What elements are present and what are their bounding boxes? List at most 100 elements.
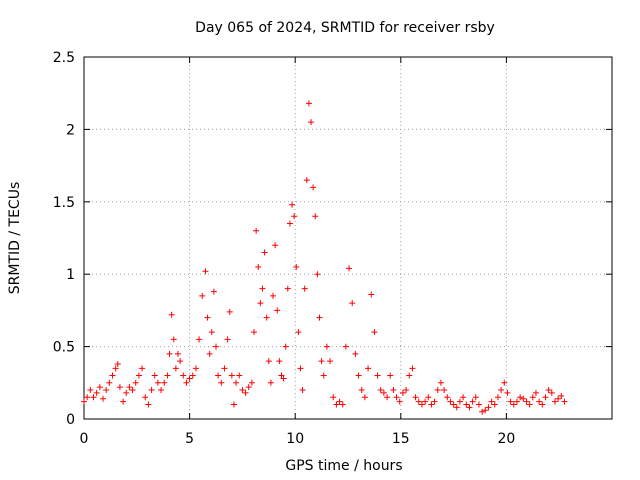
data-point [526, 401, 533, 408]
data-point [265, 358, 272, 365]
data-point [248, 379, 255, 386]
chart-title: Day 065 of 2024, SRMTID for receiver rsb… [195, 20, 495, 36]
data-point [196, 336, 203, 343]
y-axis-ticks: 0 0.5 1 1.5 2 2.5 [53, 50, 612, 428]
x-tick-label: 15 [392, 431, 410, 447]
data-point [308, 119, 315, 126]
data-point [320, 372, 327, 379]
data-point [239, 387, 246, 394]
data-point [168, 311, 175, 318]
data-point [218, 379, 225, 386]
data-point [365, 365, 372, 372]
data-point [460, 394, 467, 401]
data-point [475, 401, 482, 408]
data-point [425, 394, 432, 401]
x-axis-ticks: 0 5 10 15 20 [80, 57, 515, 447]
data-point [172, 365, 179, 372]
data-point [422, 398, 429, 405]
data-point [412, 394, 419, 401]
data-point [479, 408, 486, 415]
data-point [215, 372, 222, 379]
data-point [539, 401, 546, 408]
data-point [529, 394, 536, 401]
data-point [282, 343, 289, 350]
data-point [310, 184, 317, 191]
data-point [314, 271, 321, 278]
data-point [466, 404, 473, 411]
data-point [482, 407, 489, 414]
data-point [81, 398, 87, 405]
data-point [242, 389, 249, 396]
data-point [245, 384, 252, 391]
data-point [291, 213, 298, 220]
data-point [270, 292, 277, 299]
data-point [84, 394, 91, 401]
data-point [236, 372, 243, 379]
data-point [151, 372, 158, 379]
data-point [318, 358, 325, 365]
data-point [339, 401, 346, 408]
data-point [116, 384, 123, 391]
data-point [437, 379, 444, 386]
grid-lines [84, 57, 612, 419]
data-point [192, 365, 199, 372]
data-point [208, 329, 215, 336]
data-point [485, 404, 492, 411]
y-tick-label: 2.5 [53, 50, 75, 66]
data-point [189, 372, 196, 379]
data-point [174, 350, 181, 357]
data-point [444, 394, 451, 401]
x-tick-label: 20 [497, 431, 515, 447]
data-point [286, 220, 293, 227]
data-point [456, 398, 463, 405]
data-point [158, 387, 165, 394]
data-point [561, 398, 568, 405]
data-point [323, 343, 330, 350]
data-point [494, 394, 501, 401]
data-point [148, 387, 155, 394]
data-point [224, 336, 231, 343]
data-point [558, 392, 565, 399]
data-point [180, 372, 187, 379]
plot-frame [83, 56, 613, 420]
data-point [112, 365, 119, 372]
data-point [488, 398, 495, 405]
data-point [377, 387, 384, 394]
x-tick-label: 0 [80, 431, 89, 447]
data-point [293, 263, 300, 270]
data-point [257, 300, 264, 307]
data-point [390, 387, 397, 394]
data-point [126, 384, 133, 391]
data-point [501, 379, 508, 386]
data-point [399, 389, 406, 396]
data-point [274, 307, 281, 314]
x-tick-label: 5 [185, 431, 194, 447]
data-point [202, 268, 209, 275]
data-point [532, 389, 539, 396]
data-point [230, 401, 237, 408]
data-point [303, 177, 310, 184]
data-point [330, 394, 337, 401]
data-point [267, 379, 274, 386]
data-point [164, 372, 171, 379]
data-point [418, 401, 425, 408]
data-point [555, 395, 562, 402]
data-point [327, 358, 334, 365]
data-point [87, 387, 94, 394]
data-point [263, 314, 270, 321]
data-point [447, 398, 454, 405]
x-axis-label: GPS time / hours [285, 458, 402, 474]
data-point [210, 288, 217, 295]
data-point [469, 398, 476, 405]
data-point [259, 285, 266, 292]
data-point [384, 394, 391, 401]
data-point [301, 285, 308, 292]
data-point [272, 242, 279, 249]
data-point [542, 394, 549, 401]
data-point [177, 358, 184, 365]
data-point [295, 329, 302, 336]
y-tick-label: 2 [66, 122, 75, 138]
data-point [396, 398, 403, 405]
data-point [361, 394, 368, 401]
data-point [431, 398, 438, 405]
